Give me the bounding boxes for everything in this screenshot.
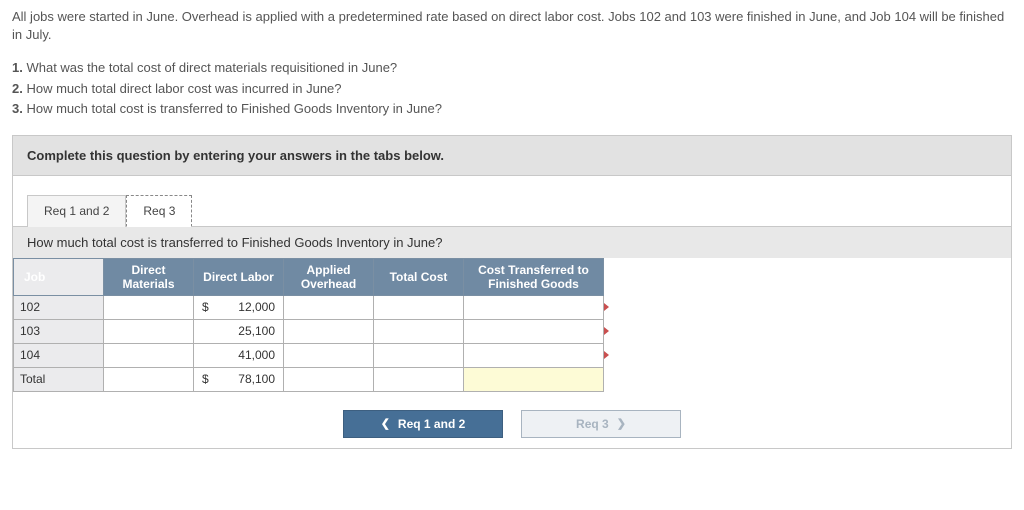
cell-tc[interactable] <box>374 295 464 319</box>
tab-req-1-2[interactable]: Req 1 and 2 <box>27 195 126 227</box>
chevron-right-icon: ❯ <box>617 417 626 430</box>
next-label: Req 3 <box>576 417 609 431</box>
cell-ao-total[interactable] <box>284 367 374 391</box>
job-label: 103 <box>14 319 104 343</box>
cell-dm-total[interactable] <box>104 367 194 391</box>
question-item: 3. How much total cost is transferred to… <box>12 99 1012 119</box>
nav-buttons: ❮ Req 1 and 2 Req 3 ❯ <box>13 392 1011 448</box>
cell-dm[interactable] <box>104 319 194 343</box>
cell-fg-total[interactable] <box>464 367 604 391</box>
col-direct-materials: Direct Materials <box>104 258 194 295</box>
instruction-bar: Complete this question by entering your … <box>13 136 1011 176</box>
sub-question: How much total cost is transferred to Fi… <box>13 226 1011 258</box>
cell-ao[interactable] <box>284 295 374 319</box>
data-table: Job Direct Materials Direct Labor Applie… <box>13 258 604 392</box>
col-finished-goods: Cost Transferred to Finished Goods <box>464 258 604 295</box>
next-button[interactable]: Req 3 ❯ <box>521 410 681 438</box>
table-row: 104 41,000 <box>14 343 604 367</box>
answer-panel: Complete this question by entering your … <box>12 135 1012 449</box>
question-item: 2. How much total direct labor cost was … <box>12 79 1012 99</box>
cell-dm[interactable] <box>104 295 194 319</box>
cell-tc-total[interactable] <box>374 367 464 391</box>
job-label: 102 <box>14 295 104 319</box>
table-header-row: Job Direct Materials Direct Labor Applie… <box>14 258 604 295</box>
cell-dl[interactable]: 41,000 <box>194 343 284 367</box>
job-total-label: Total <box>14 367 104 391</box>
job-label: 104 <box>14 343 104 367</box>
cell-fg[interactable] <box>464 319 604 343</box>
cell-tc[interactable] <box>374 319 464 343</box>
cell-dm[interactable] <box>104 343 194 367</box>
question-list: 1. What was the total cost of direct mat… <box>12 58 1012 119</box>
table-row: 103 25,100 <box>14 319 604 343</box>
cell-fg[interactable] <box>464 343 604 367</box>
table-row-total: Total $78,100 <box>14 367 604 391</box>
col-job: Job <box>14 258 104 295</box>
cell-dl-total[interactable]: $78,100 <box>194 367 284 391</box>
data-table-wrap: Job Direct Materials Direct Labor Applie… <box>13 258 1011 392</box>
cell-fg[interactable] <box>464 295 604 319</box>
cell-ao[interactable] <box>284 343 374 367</box>
cell-dl[interactable]: 25,100 <box>194 319 284 343</box>
cell-ao[interactable] <box>284 319 374 343</box>
cell-dl[interactable]: $12,000 <box>194 295 284 319</box>
intro-text: All jobs were started in June. Overhead … <box>12 8 1012 44</box>
tabs: Req 1 and 2 Req 3 <box>13 176 1011 226</box>
col-direct-labor: Direct Labor <box>194 258 284 295</box>
table-row: 102 $12,000 <box>14 295 604 319</box>
tab-req-3[interactable]: Req 3 <box>126 195 192 227</box>
question-item: 1. What was the total cost of direct mat… <box>12 58 1012 78</box>
col-total-cost: Total Cost <box>374 258 464 295</box>
prev-label: Req 1 and 2 <box>398 417 465 431</box>
cell-tc[interactable] <box>374 343 464 367</box>
prev-button[interactable]: ❮ Req 1 and 2 <box>343 410 503 438</box>
chevron-left-icon: ❮ <box>381 417 390 430</box>
col-applied-overhead: Applied Overhead <box>284 258 374 295</box>
